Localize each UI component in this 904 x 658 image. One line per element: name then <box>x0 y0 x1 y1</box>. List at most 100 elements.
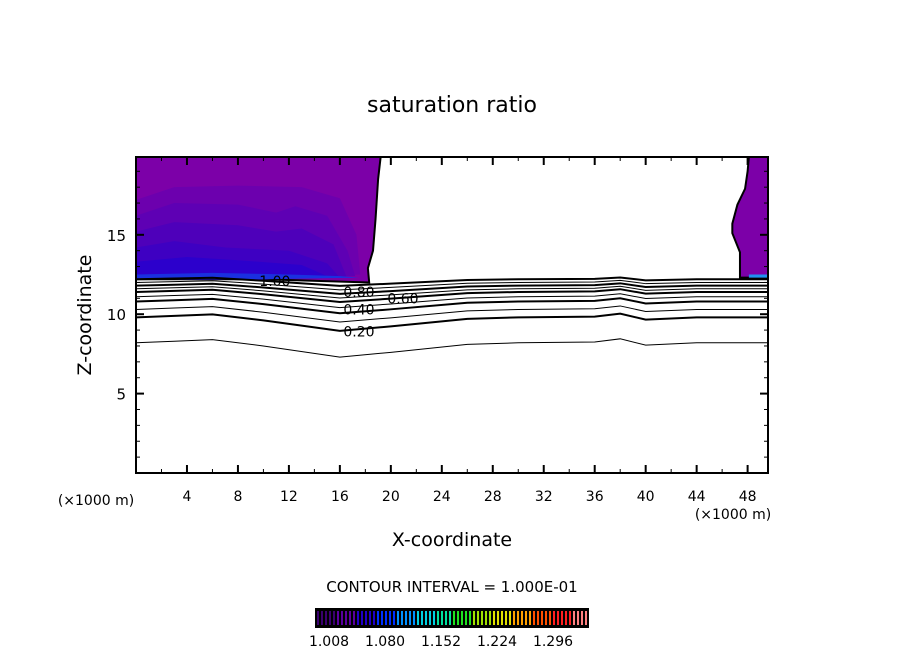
x-tick-label: 4 <box>183 489 192 505</box>
contour-interval-text: CONTOUR INTERVAL = 1.000E-01 <box>326 578 577 596</box>
colorbar-tick-label: 1.080 <box>365 634 405 650</box>
colorbar-swatch <box>481 611 483 625</box>
x-tick-label: 48 <box>739 489 757 505</box>
contour-label: 0.40 <box>343 302 374 318</box>
colorbar-labels: 1.008 1.080 1.152 1.224 1.296 <box>309 634 573 650</box>
contour-line-0.9 <box>135 279 768 291</box>
colorbar-swatch <box>437 611 439 625</box>
contour-line-0.3 <box>135 305 768 323</box>
y-tick-label: 15 <box>107 227 126 245</box>
colorbar-swatch <box>405 611 407 625</box>
colorbar-swatch <box>529 611 531 625</box>
colorbar-swatch <box>417 611 419 625</box>
colorbar-swatch <box>337 611 339 625</box>
colorbar-tick-label: 1.152 <box>421 634 461 650</box>
x-tick-label: 20 <box>382 489 400 505</box>
colorbar-swatch <box>357 611 359 625</box>
colorbar-swatch <box>573 611 575 625</box>
contour-label: 1.00 <box>259 274 290 290</box>
colorbar-swatch <box>457 611 459 625</box>
colorbar-swatch <box>341 611 343 625</box>
contour-line-0.4 <box>135 297 768 315</box>
colorbar-swatch <box>409 611 411 625</box>
y-tick-label: 10 <box>107 306 126 324</box>
colorbar-swatch <box>561 611 563 625</box>
colorbar-swatch <box>505 611 507 625</box>
colorbar-swatch <box>577 611 579 625</box>
colorbar-swatch <box>553 611 555 625</box>
y-axis-label: Z-coordinate <box>74 255 96 376</box>
contour-line-0.7 <box>135 285 768 299</box>
colorbar-swatch <box>557 611 559 625</box>
colorbar-swatch <box>365 611 367 625</box>
colorbar-swatch <box>473 611 475 625</box>
chart-title: saturation ratio <box>367 93 537 118</box>
colorbar-swatch <box>433 611 435 625</box>
colorbar-swatch <box>521 611 523 625</box>
colorbar-swatch <box>453 611 455 625</box>
x-tick-label: 24 <box>433 489 451 505</box>
colorbar-swatch <box>497 611 499 625</box>
x-axis-label: X-coordinate <box>392 529 512 551</box>
colorbar-swatch <box>477 611 479 625</box>
x-tick-label: 40 <box>637 489 655 505</box>
filled-regions <box>135 156 769 284</box>
x-tick-label: 16 <box>331 489 349 505</box>
colorbar-swatch <box>501 611 503 625</box>
colorbar-swatch <box>413 611 415 625</box>
colorbar-swatch <box>425 611 427 625</box>
colorbar-swatch <box>321 611 323 625</box>
x-tick-label: 44 <box>688 489 706 505</box>
colorbar-tick-label: 1.008 <box>309 634 349 650</box>
colorbar-swatch <box>333 611 335 625</box>
x-unit-label-right: (×1000 m) <box>695 507 771 523</box>
colorbar-tick-label: 1.224 <box>477 634 517 650</box>
x-tick-label: 12 <box>280 489 298 505</box>
colorbar-swatch <box>345 611 347 625</box>
colorbar-swatch <box>549 611 551 625</box>
colorbar-swatch <box>377 611 379 625</box>
colorbar-swatch <box>421 611 423 625</box>
colorbar-swatch <box>445 611 447 625</box>
colorbar-swatch <box>389 611 391 625</box>
contour-line-1.0 <box>135 276 768 287</box>
colorbar-swatch <box>517 611 519 625</box>
colorbar-swatch <box>449 611 451 625</box>
colorbar-swatch <box>353 611 355 625</box>
colorbar-swatch <box>329 611 331 625</box>
filled-region <box>731 156 769 279</box>
contour-label: 0.20 <box>343 325 374 341</box>
colorbar-swatch <box>465 611 467 625</box>
contour-line-0.1 <box>135 338 768 358</box>
colorbar-swatch <box>317 611 319 625</box>
x-tick-label: 32 <box>535 489 553 505</box>
colorbar-frame <box>315 608 589 628</box>
colorbar-swatch <box>325 611 327 625</box>
colorbar-swatch <box>513 611 515 625</box>
colorbar-swatch <box>581 611 583 625</box>
filled-region <box>748 274 768 278</box>
contour-label: 0.80 <box>343 285 374 301</box>
x-tick-label: 8 <box>233 489 242 505</box>
contour-line-0.8 <box>135 282 768 295</box>
colorbar-swatch <box>369 611 371 625</box>
colorbar-swatch <box>585 611 587 625</box>
colorbar-swatch <box>525 611 527 625</box>
x-tick-label: 36 <box>586 489 604 505</box>
colorbar-tick-label: 1.296 <box>533 634 573 650</box>
colorbar-swatch <box>469 611 471 625</box>
colorbar-swatch <box>361 611 363 625</box>
colorbar-swatch <box>485 611 487 625</box>
colorbar-swatch <box>441 611 443 625</box>
colorbar-swatch <box>565 611 567 625</box>
colorbar-swatch <box>545 611 547 625</box>
contour-line-0.2 <box>135 312 768 332</box>
colorbar <box>315 608 589 628</box>
contour-line-0.6 <box>135 288 768 303</box>
x-tick-label: 28 <box>484 489 502 505</box>
colorbar-swatch <box>401 611 403 625</box>
colorbar-swatch <box>541 611 543 625</box>
colorbar-swatch <box>349 611 351 625</box>
